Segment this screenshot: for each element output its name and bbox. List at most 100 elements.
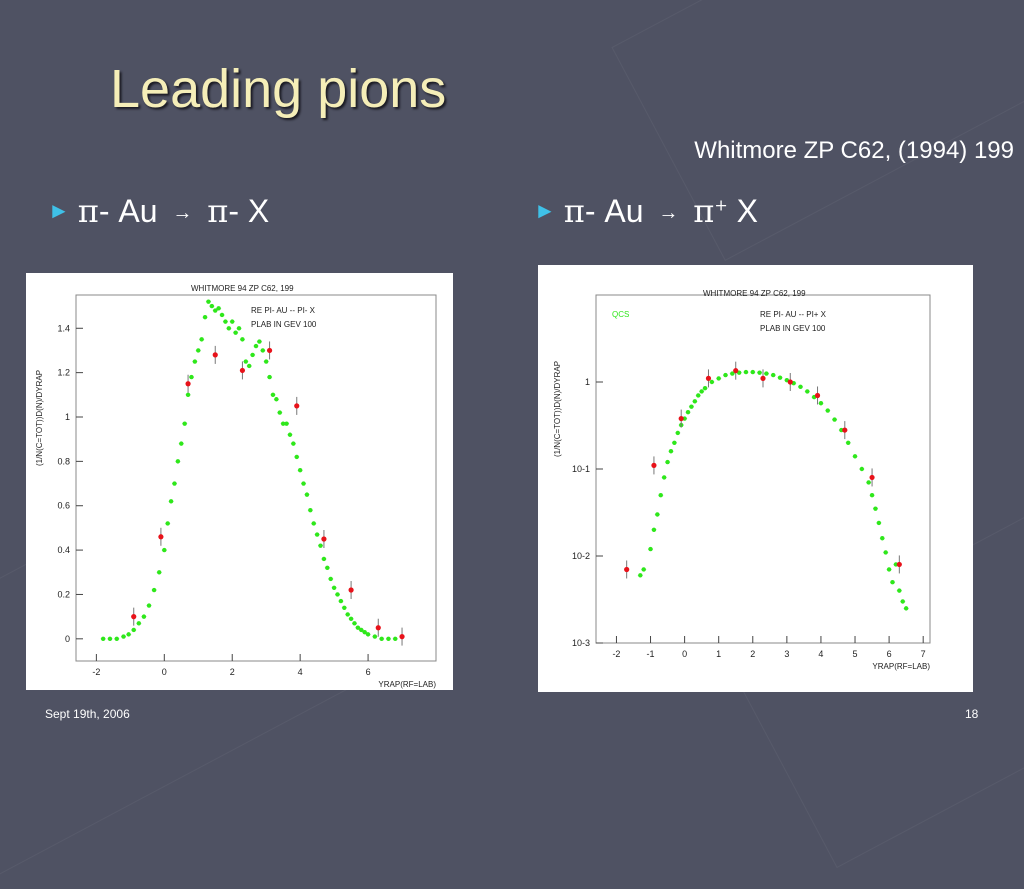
data-point-green — [325, 565, 330, 571]
slide-title: Leading pions — [110, 59, 447, 119]
y-tick-label: 0.6 — [57, 501, 70, 511]
data-point-green — [206, 299, 211, 304]
data-point-green — [192, 359, 198, 364]
data-point-green — [172, 481, 177, 486]
bullet-pi-plus: ► π- Au → π+ X — [534, 192, 758, 230]
data-point-green — [284, 421, 289, 426]
data-point-green — [230, 319, 235, 324]
y-tick-label: 1 — [585, 377, 590, 387]
data-point-green — [250, 352, 255, 358]
data-point-green — [267, 374, 272, 380]
chart-title: WHITMORE 94 ZP C62, 199 — [703, 289, 806, 298]
data-point-green — [219, 312, 225, 318]
data-point-green — [247, 363, 252, 369]
data-point-red — [131, 614, 137, 620]
data-point-red — [348, 587, 354, 593]
x-tick-label: 4 — [818, 649, 823, 659]
data-point-green — [880, 536, 885, 541]
data-point-green — [189, 374, 194, 380]
y-tick-label: 1 — [65, 412, 70, 422]
data-point-green — [832, 417, 837, 422]
y-tick-label: 10-1 — [572, 464, 590, 474]
data-point-green — [233, 330, 238, 335]
data-point-red — [321, 536, 327, 542]
data-point-green — [146, 603, 152, 608]
data-point-green — [335, 592, 340, 597]
reaction-text: - Au — [584, 193, 644, 229]
data-point-green — [253, 343, 259, 349]
data-point-green — [121, 634, 126, 639]
data-point-green — [260, 348, 265, 353]
x-tick-label: 6 — [887, 649, 892, 659]
data-point-red — [787, 379, 793, 385]
data-point-green — [321, 556, 327, 562]
data-point-green — [709, 379, 715, 385]
charge-superscript: + — [714, 195, 728, 215]
bullet-arrow-icon: ► — [534, 198, 556, 223]
data-point-green — [771, 372, 776, 378]
data-point-green — [743, 369, 749, 375]
product-text: - X — [228, 193, 270, 229]
left-chart-panel: -2 0 2 4 6 0 0.2 0.4 0.6 0.8 1 1.2 1.4 WHITMORE 94 ZP… — [26, 273, 453, 690]
data-point-green — [689, 404, 694, 409]
data-point-red — [399, 634, 405, 640]
data-point-green — [386, 636, 391, 642]
reaction-arrow-icon: → — [658, 202, 679, 224]
x-axis-label: YRAP(RF=LAB) — [872, 662, 930, 671]
data-point-red — [624, 566, 630, 573]
x-tick-label: 0 — [162, 667, 167, 677]
data-point-green — [308, 507, 313, 513]
data-point-green — [818, 401, 824, 406]
x-tick-label: 2 — [230, 667, 235, 677]
pi-symbol: π — [77, 192, 99, 230]
pi-symbol: π — [207, 192, 229, 230]
data-point-green — [304, 492, 310, 497]
data-point-green — [236, 326, 242, 331]
data-point-green — [876, 520, 882, 526]
data-point-green — [805, 389, 810, 394]
data-point-green — [372, 634, 378, 639]
page-number: 18 — [965, 707, 979, 721]
data-point-green — [655, 512, 660, 517]
data-point-red — [760, 375, 766, 381]
data-point-green — [277, 410, 282, 415]
y-axis-label: (1/N(C=TOT))D(N)/DYRAP — [35, 370, 44, 466]
plot-frame — [595, 294, 931, 644]
data-point-green — [692, 399, 698, 404]
data-point-green — [165, 521, 170, 526]
y-tick-label: 0.4 — [57, 545, 70, 555]
right-chart-panel: -2 -1 0 1 2 3 4 5 6 7 10-3 10-2 10-1 1 WHITMORE 94 ZP … — [538, 265, 973, 692]
data-point-green — [168, 499, 174, 504]
bullet-pi-minus: ► π- Au → π- X — [48, 192, 269, 230]
data-point-green — [866, 480, 871, 485]
corner-label: QCS — [612, 310, 629, 319]
data-point-green — [270, 392, 276, 398]
y-tick-label: 0.2 — [57, 589, 70, 599]
y-tick-label: 10-3 — [572, 638, 590, 648]
x-tick-label: 3 — [784, 649, 789, 659]
data-point-red — [869, 474, 875, 481]
data-point-red — [678, 415, 684, 422]
data-point-green — [648, 546, 653, 552]
data-point-green — [359, 627, 364, 633]
data-point-green — [393, 636, 398, 642]
data-point-green — [175, 459, 181, 464]
pi-symbol: π — [563, 192, 585, 230]
y-axis-label: (1/N(C=TOT))D(N)/DYRAP — [553, 361, 562, 457]
data-point-green — [257, 339, 262, 344]
data-point-green — [314, 532, 320, 537]
legend-entry: RE PI- AU -- PI- X — [251, 306, 316, 315]
x-axis-label: YRAP(RF=LAB) — [378, 680, 436, 689]
x-tick-label: -2 — [92, 667, 100, 677]
chart-title: WHITMORE 94 ZP C62, 199 — [191, 284, 294, 293]
data-point-green — [846, 440, 851, 446]
data-point-green — [274, 397, 279, 402]
data-point-green — [798, 384, 803, 390]
data-point-green — [226, 326, 232, 331]
data-point-green — [311, 521, 316, 526]
data-point-green — [638, 573, 643, 578]
data-point-green — [897, 588, 902, 593]
data-point-green — [764, 371, 769, 376]
data-point-green — [730, 371, 735, 376]
data-point-green — [661, 475, 667, 480]
